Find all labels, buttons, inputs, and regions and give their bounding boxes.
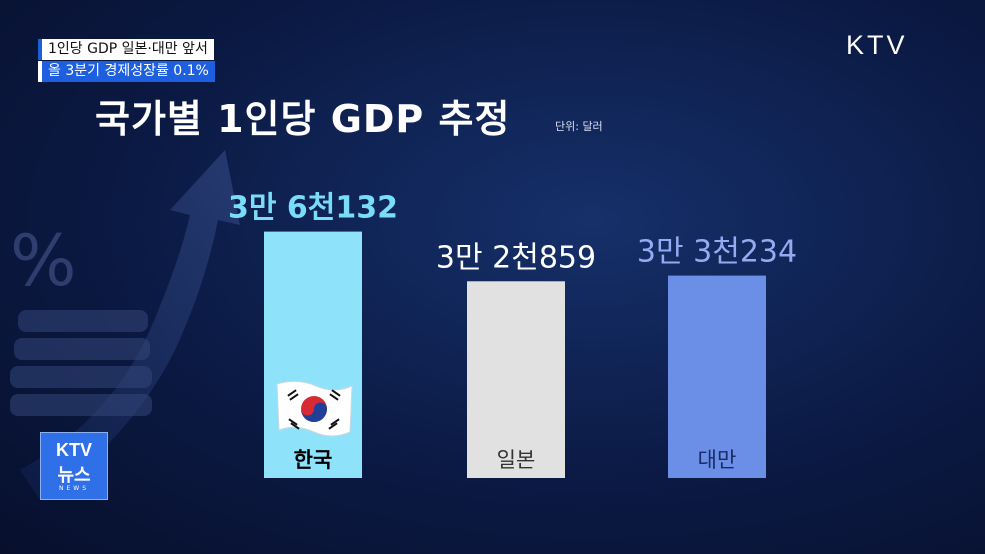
news-badge: KTV 뉴스 NEWS bbox=[40, 432, 108, 500]
bar-3 bbox=[668, 275, 766, 478]
category-label-2: 일본 bbox=[497, 448, 536, 472]
value-label-3: 3만 3천234 bbox=[637, 235, 797, 270]
bar-1 bbox=[264, 231, 362, 478]
category-label-3: 대만 bbox=[698, 448, 737, 472]
news-caption: 1인당 GDP 일본·대만 앞서 올 3분기 경제성장률 0.1% bbox=[38, 38, 215, 82]
bar-2 bbox=[467, 281, 565, 478]
chart-unit: 단위: 달러 bbox=[555, 120, 603, 133]
chart-title: 국가별 1인당 GDP 추정 bbox=[95, 97, 511, 141]
korea-flag-icon bbox=[276, 380, 353, 437]
percent-icon: % bbox=[10, 220, 77, 302]
trend-arrow-icon bbox=[20, 150, 240, 500]
channel-logo: KTV bbox=[846, 30, 908, 60]
badge-line-3: NEWS bbox=[58, 485, 90, 492]
caption-line-2: 올 3분기 경제성장률 0.1% bbox=[38, 61, 215, 82]
badge-line-2: 뉴스 bbox=[57, 465, 91, 486]
badge-line-1: KTV bbox=[56, 440, 92, 460]
category-label-1: 한국 bbox=[294, 448, 333, 472]
coin-stack-icon bbox=[10, 310, 152, 416]
value-label-1: 3만 6천132 bbox=[228, 191, 398, 226]
caption-line-1: 1인당 GDP 일본·대만 앞서 bbox=[38, 39, 214, 60]
value-label-2: 3만 2천859 bbox=[436, 240, 596, 275]
